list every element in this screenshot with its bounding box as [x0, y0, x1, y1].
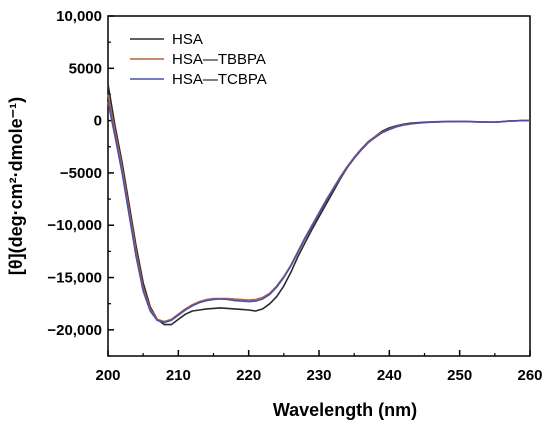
- x-tick-label: 200: [95, 367, 120, 384]
- lines-layer: [107, 83, 530, 326]
- x-tick-label: 240: [377, 367, 402, 384]
- y-tick-label: −20,000: [47, 322, 102, 339]
- legend-label: HSA—TBBPA: [172, 51, 266, 68]
- y-tick-label: 5000: [69, 60, 102, 77]
- series-line-0: [107, 83, 530, 326]
- legend: HSA HSA—TBBPA HSA—TCBPA: [130, 31, 267, 88]
- axes-layer: 200 210 220 230 240 250 260 10,000 5000 0 −5000 −10…: [47, 8, 542, 384]
- x-axis-title: Wavelength (nm): [273, 400, 417, 420]
- legend-label: HSA—TCBPA: [172, 71, 267, 88]
- y-tick-label: −15,000: [47, 270, 102, 287]
- y-tick-label: −5000: [60, 165, 102, 182]
- x-tick-label: 230: [306, 367, 331, 384]
- x-tick-label: 250: [447, 367, 472, 384]
- x-tick-label: 260: [517, 367, 542, 384]
- y-axis-title: [θ](deg·cm²·dmole⁻¹): [6, 97, 26, 275]
- legend-label: HSA: [172, 31, 203, 48]
- series-line-1: [107, 94, 530, 323]
- y-tick-label: −10,000: [47, 217, 102, 234]
- y-tick-label: 0: [94, 113, 102, 130]
- series-line-2: [107, 101, 530, 324]
- x-tick-label: 210: [166, 367, 191, 384]
- x-tick-label: 220: [236, 367, 261, 384]
- y-tick-label: 10,000: [56, 8, 102, 25]
